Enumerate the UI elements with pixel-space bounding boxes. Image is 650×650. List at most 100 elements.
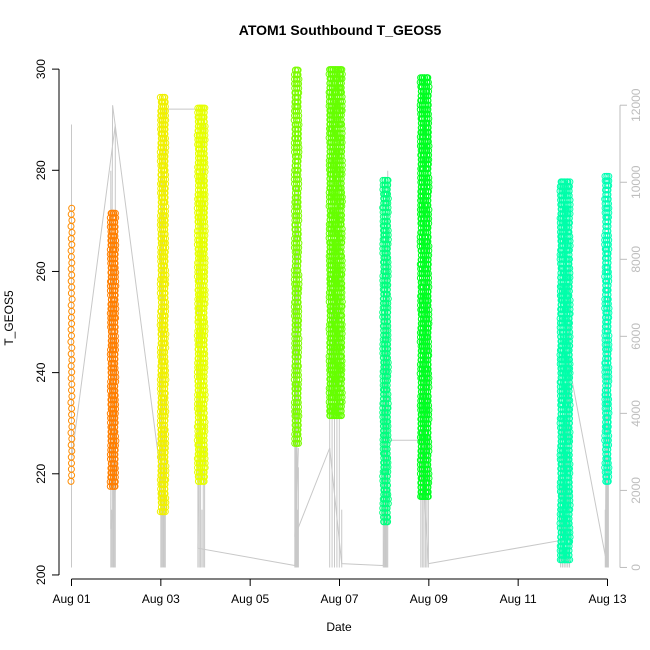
data-point (295, 276, 303, 283)
data-point (110, 437, 118, 445)
data-point (294, 157, 302, 165)
data-point (424, 92, 432, 100)
data-point (294, 430, 302, 438)
data-point (384, 204, 392, 212)
data-point (161, 93, 169, 101)
data-point (161, 239, 169, 247)
data-point (112, 246, 119, 254)
data-point (383, 450, 391, 458)
data-point (425, 151, 433, 159)
data-point (382, 400, 390, 407)
data-point (294, 380, 302, 388)
data-point (384, 299, 392, 307)
data-point (338, 266, 346, 274)
data-point (566, 255, 573, 263)
data-point (294, 257, 302, 265)
data-point (424, 429, 432, 437)
data-point (565, 287, 573, 295)
data-point (566, 488, 573, 495)
data-point (382, 227, 390, 234)
data-point (336, 102, 344, 110)
data-point (295, 239, 303, 247)
data-point (68, 204, 76, 212)
data-point (199, 391, 207, 399)
data-point (566, 269, 574, 277)
data-point (161, 248, 169, 256)
data-point (338, 70, 346, 78)
data-point (384, 222, 391, 230)
data-point (201, 127, 209, 135)
data-point (565, 424, 573, 432)
data-point (200, 341, 208, 349)
data-point (112, 337, 120, 345)
data-point (200, 282, 208, 290)
data-point (565, 260, 573, 268)
data-point (424, 424, 432, 432)
data-point (384, 500, 392, 508)
data-point (111, 287, 119, 295)
data-point (566, 533, 574, 541)
data-point (162, 180, 170, 188)
data-point (382, 295, 390, 303)
data-point (604, 400, 612, 408)
data-point (201, 418, 209, 426)
data-point (294, 134, 302, 142)
data-point (201, 277, 209, 285)
data-point (295, 285, 303, 293)
data-point (384, 318, 392, 325)
data-point (337, 116, 345, 124)
data-point (337, 216, 345, 224)
data-point (337, 380, 345, 388)
data-point (295, 435, 303, 443)
data-point (294, 166, 302, 174)
data-point (161, 294, 169, 302)
data-point (200, 441, 208, 449)
data-point (603, 245, 611, 253)
data-point (295, 408, 302, 416)
data-point (565, 283, 573, 291)
data-point (425, 178, 433, 186)
data-point (425, 206, 433, 214)
data-point (160, 435, 168, 443)
data-point (383, 245, 391, 253)
data-point (201, 268, 209, 276)
data-point (112, 241, 120, 249)
data-point (111, 482, 119, 490)
data-point (424, 433, 432, 441)
data-point (338, 198, 346, 206)
data-point (160, 344, 168, 352)
data-point (425, 479, 433, 487)
data-point (338, 193, 346, 201)
data-point (424, 165, 432, 173)
data-point (201, 455, 209, 463)
data-point (201, 355, 209, 362)
data-point (384, 390, 392, 398)
series-5 (325, 66, 346, 420)
data-point (294, 194, 302, 202)
data-point (336, 161, 344, 169)
data-point (424, 461, 432, 469)
data-point (111, 323, 119, 331)
data-point (160, 271, 168, 279)
data-point (201, 263, 209, 271)
data-point (603, 332, 611, 340)
data-point (295, 248, 302, 256)
data-point (111, 451, 119, 459)
data-point (161, 412, 169, 420)
data-point (565, 278, 573, 286)
data-point (338, 393, 346, 401)
data-point (565, 519, 573, 527)
data-point (200, 432, 208, 440)
data-point (111, 300, 119, 308)
data-point (201, 423, 209, 431)
data-point (295, 116, 303, 124)
data-point (605, 409, 613, 417)
data-point (383, 445, 391, 453)
data-point (565, 387, 573, 395)
data-point (338, 316, 346, 324)
data-point (293, 335, 301, 343)
data-point (338, 93, 346, 101)
data-point (424, 238, 432, 246)
data-point (110, 305, 118, 313)
